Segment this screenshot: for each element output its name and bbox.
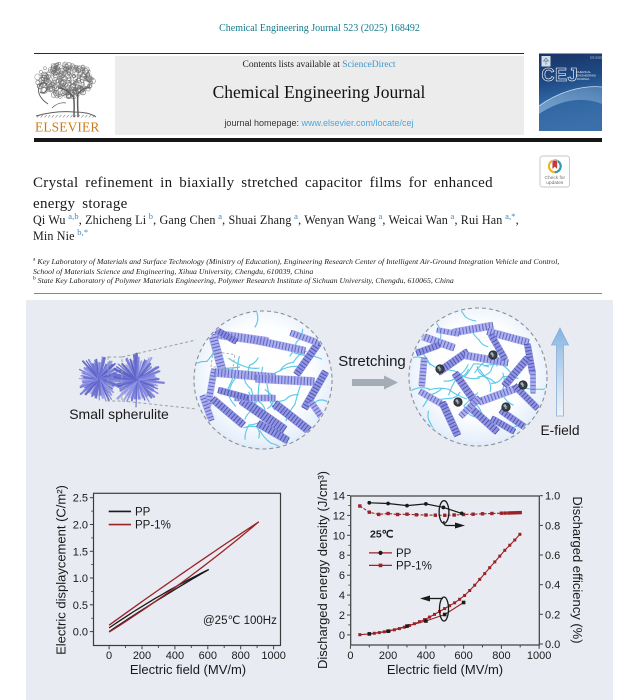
- svg-text:e: e: [492, 353, 495, 359]
- svg-text:Small spherulite: Small spherulite: [69, 406, 169, 422]
- svg-text:0.8: 0.8: [545, 520, 560, 532]
- svg-text:523 (2025): 523 (2025): [590, 56, 603, 60]
- svg-text:ENGINEERING: ENGINEERING: [577, 74, 597, 78]
- svg-text:12: 12: [333, 510, 345, 522]
- svg-text:PP: PP: [396, 548, 412, 560]
- svg-text:10: 10: [333, 530, 345, 542]
- svg-text:e: e: [439, 367, 442, 373]
- svg-text:1.5: 1.5: [73, 546, 88, 558]
- svg-text:0.0: 0.0: [73, 627, 88, 639]
- svg-text:0: 0: [339, 630, 345, 642]
- svg-text:e: e: [522, 383, 525, 389]
- svg-text:Discharged efficiency (%): Discharged efficiency (%): [570, 496, 585, 643]
- svg-text:800: 800: [492, 650, 510, 662]
- svg-text:Electric field (MV/m): Electric field (MV/m): [387, 662, 503, 677]
- svg-text:2.0: 2.0: [73, 520, 88, 532]
- svg-text:8: 8: [339, 550, 345, 562]
- svg-text:Discharged energy density (J/c: Discharged energy density (J/cm³): [315, 471, 330, 669]
- svg-text:0.5: 0.5: [73, 600, 88, 612]
- svg-text:0.2: 0.2: [545, 609, 560, 621]
- svg-text:E-field: E-field: [540, 423, 579, 438]
- svg-text:4: 4: [339, 590, 345, 602]
- svg-text:Electric field (MV/m): Electric field (MV/m): [130, 662, 246, 677]
- svg-text:PP-1%: PP-1%: [135, 520, 171, 532]
- svg-text:1.0: 1.0: [545, 491, 560, 503]
- svg-text:2.5: 2.5: [73, 493, 88, 505]
- svg-text:updates: updates: [546, 180, 564, 186]
- svg-text:0.0: 0.0: [545, 639, 560, 651]
- svg-text:0: 0: [106, 650, 112, 662]
- svg-text:PP-1%: PP-1%: [396, 561, 432, 573]
- svg-text:1000: 1000: [527, 650, 551, 662]
- svg-text:6: 6: [339, 570, 345, 582]
- svg-text:2: 2: [339, 610, 345, 622]
- svg-text:25℃: 25℃: [370, 529, 394, 541]
- svg-text:800: 800: [232, 650, 250, 662]
- svg-text:e: e: [457, 400, 460, 406]
- svg-text:200: 200: [133, 650, 151, 662]
- svg-text:0.6: 0.6: [545, 550, 560, 562]
- svg-text:400: 400: [417, 650, 435, 662]
- svg-text:14: 14: [333, 491, 345, 503]
- svg-text:ELSEVIER: ELSEVIER: [35, 120, 99, 135]
- svg-text:200: 200: [379, 650, 397, 662]
- svg-text:Stretching: Stretching: [338, 353, 406, 370]
- svg-text:1000: 1000: [261, 650, 285, 662]
- svg-text:Check for: Check for: [545, 175, 566, 181]
- svg-text:0.4: 0.4: [545, 580, 560, 592]
- svg-text:400: 400: [166, 650, 184, 662]
- svg-text:Electric displaycement (C/m²): Electric displaycement (C/m²): [54, 485, 69, 655]
- svg-text:600: 600: [454, 650, 472, 662]
- svg-text:CHEMICAL: CHEMICAL: [577, 70, 592, 74]
- svg-text:1.0: 1.0: [73, 573, 88, 585]
- svg-text:@25℃ 100Hz: @25℃ 100Hz: [203, 615, 277, 627]
- svg-text:JOURNAL: JOURNAL: [577, 77, 590, 81]
- svg-text:0: 0: [347, 650, 353, 662]
- svg-text:e: e: [505, 405, 508, 411]
- svg-text:PP: PP: [135, 507, 151, 519]
- svg-text:CEJ: CEJ: [542, 65, 579, 85]
- svg-text:600: 600: [199, 650, 217, 662]
